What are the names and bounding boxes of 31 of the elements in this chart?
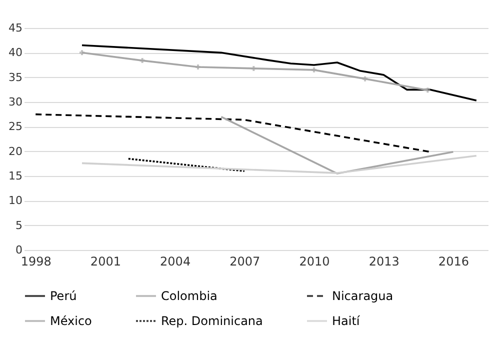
x-tick-label: 2001 (90, 254, 121, 268)
y-tick-label: 15 (8, 170, 22, 182)
x-tick-label: 2004 (160, 254, 191, 268)
legend-label: Nicaragua (332, 289, 394, 303)
x-tick-label: 2013 (368, 254, 400, 268)
point (196, 64, 200, 70)
point (312, 67, 316, 72)
legend-label: México (50, 314, 92, 328)
y-tick-label: 40 (8, 46, 22, 60)
y-tick-label: 35 (8, 70, 22, 84)
line-series (81, 44, 478, 102)
x-tick-label: 1998 (20, 254, 52, 268)
x-tick-label: 2007 (230, 254, 260, 268)
point (251, 66, 256, 71)
point (140, 58, 145, 64)
legend-label: Colombia (161, 289, 218, 303)
y-tick-label: 10 (8, 194, 22, 208)
y-tick-label: 45 (8, 22, 22, 34)
y-tick-label: 25 (8, 120, 22, 134)
legend-label: Haití (332, 314, 360, 328)
legend-label: Perú (50, 289, 77, 303)
point (425, 88, 430, 93)
legend-label: Rep. Dominicana (161, 314, 263, 328)
point (362, 76, 368, 82)
y-tick-label: 5 (16, 218, 22, 232)
y-tick-label: 20 (8, 144, 22, 158)
y-tick-label: 0 (16, 244, 22, 256)
point (80, 50, 84, 56)
x-tick-label: 2016 (438, 254, 469, 268)
y-tick-label: 30 (8, 96, 22, 108)
x-tick-label: 2010 (299, 254, 330, 268)
